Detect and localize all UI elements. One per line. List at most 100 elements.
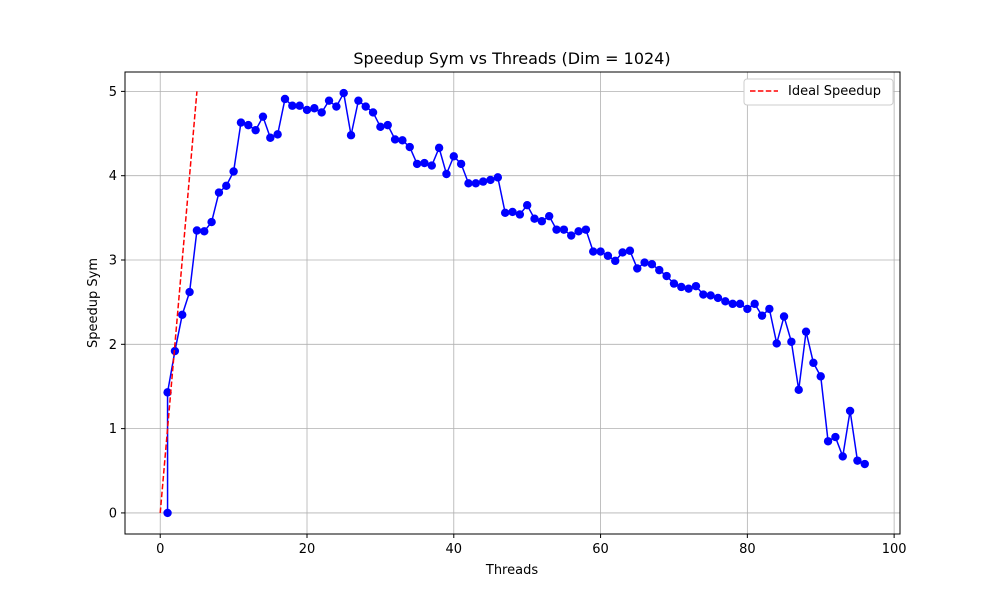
measured-data-point — [706, 291, 715, 300]
x-tick-label: 80 — [739, 542, 756, 557]
measured-data-point — [354, 96, 363, 105]
measured-data-point — [589, 247, 598, 256]
measured-data-point — [508, 207, 517, 217]
measured-data-point — [383, 120, 392, 130]
measured-data-point — [368, 108, 378, 117]
measured-data-point — [581, 225, 591, 234]
measured-data-point — [691, 281, 701, 291]
measured-data-point — [302, 105, 312, 115]
measured-data-point — [522, 201, 532, 210]
measured-data-point — [449, 152, 458, 161]
measured-data-point — [853, 456, 862, 465]
measured-data-point — [779, 312, 789, 321]
measured-data-point — [456, 159, 466, 169]
measured-data-point — [346, 131, 356, 140]
measured-data-point — [809, 358, 818, 368]
measured-data-point — [420, 158, 429, 168]
measured-data-point — [699, 290, 708, 299]
measured-data-point — [273, 130, 282, 139]
measured-data-point — [288, 101, 297, 110]
measured-data-point — [258, 112, 268, 121]
legend-box — [743, 78, 894, 106]
measured-data-point — [647, 260, 657, 269]
y-axis-label: Speedup Sym — [86, 258, 101, 348]
measured-data-point — [200, 227, 209, 236]
measured-data-point — [390, 135, 400, 144]
measured-data-point — [339, 88, 348, 98]
y-tick-label: 2 — [109, 338, 117, 353]
measured-data-point — [442, 169, 451, 179]
measured-data-point — [427, 161, 436, 170]
ideal-speedup-line — [159, 91, 198, 513]
measured-data-point — [471, 179, 481, 188]
measured-data-point — [787, 337, 796, 346]
measured-data-point — [552, 225, 561, 234]
measured-data-point — [434, 143, 444, 153]
measured-data-point — [860, 459, 869, 469]
measured-data-point — [743, 304, 752, 314]
measured-data-point — [765, 304, 774, 314]
measured-data-point — [500, 208, 510, 217]
measured-data-point — [574, 227, 583, 236]
measured-data-point — [757, 311, 767, 320]
x-tick-label: 40 — [446, 542, 463, 557]
y-tick-label: 3 — [109, 254, 117, 269]
x-tick-label: 60 — [592, 542, 609, 557]
measured-data-point — [662, 271, 671, 281]
y-tick-label: 5 — [109, 85, 117, 100]
measured-data-point — [324, 96, 334, 105]
measured-data-point — [310, 104, 319, 113]
measured-data-point — [611, 256, 620, 266]
measured-data-point — [178, 310, 187, 320]
measured-data-point — [332, 102, 341, 111]
legend: Ideal Speedup — [743, 78, 894, 106]
measured-data-point — [677, 282, 686, 292]
measured-data-point — [603, 251, 613, 260]
measured-data-point — [376, 122, 385, 131]
measured-data-point — [655, 265, 664, 275]
measured-data-point — [640, 258, 649, 267]
measured-data-point — [530, 214, 539, 223]
measured-data-point — [244, 120, 253, 130]
y-tick-label: 0 — [109, 506, 117, 521]
x-tick-label: 100 — [882, 542, 907, 557]
measured-data-point — [596, 247, 605, 256]
measured-data-point — [222, 181, 231, 191]
x-tick-label: 20 — [299, 542, 316, 557]
measured-data-point — [845, 406, 855, 416]
measured-data-point — [229, 167, 238, 176]
measured-data-point — [794, 385, 803, 395]
measured-data-point — [280, 94, 290, 104]
measured-data-point — [412, 159, 422, 169]
measured-data-point — [750, 299, 759, 309]
measured-data-point — [266, 133, 275, 142]
measured-data-point — [544, 211, 554, 221]
measured-data-point — [838, 452, 847, 461]
measured-data-point — [772, 339, 781, 348]
measured-data-point — [405, 142, 414, 152]
measured-data-point — [684, 284, 693, 293]
measured-data-point — [721, 297, 730, 306]
measured-data-point — [478, 177, 488, 186]
measured-data-point — [185, 287, 194, 297]
measured-data-point — [633, 264, 642, 273]
measured-data-point — [559, 225, 569, 234]
measured-data-point — [295, 101, 304, 110]
measured-data-point — [236, 118, 246, 127]
measured-data-point — [735, 299, 745, 309]
plot-frame — [124, 71, 901, 535]
measured-data-point — [537, 217, 547, 226]
measured-data-point — [214, 188, 224, 197]
y-tick-label: 1 — [109, 422, 117, 437]
measured-data-point — [251, 125, 260, 135]
measured-data-point — [816, 372, 825, 381]
measured-data-point — [823, 437, 833, 446]
y-tick-label: 4 — [109, 169, 117, 184]
measured-series-line — [166, 90, 866, 513]
measured-data-point — [567, 231, 576, 240]
measured-data-point — [398, 136, 407, 145]
measured-data-point — [464, 179, 473, 188]
x-axis-label: Threads — [485, 563, 538, 578]
x-tick-label: 0 — [156, 542, 164, 557]
